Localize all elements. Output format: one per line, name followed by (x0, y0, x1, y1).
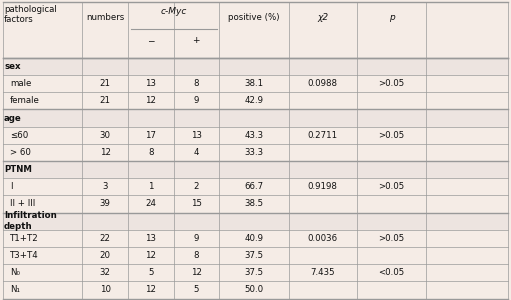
Text: >0.05: >0.05 (379, 182, 405, 191)
Text: PTNM: PTNM (4, 165, 32, 174)
Text: 37.5: 37.5 (244, 251, 264, 260)
Text: 39: 39 (100, 200, 111, 208)
Bar (3, 144, 508, 161)
Text: 15: 15 (191, 200, 202, 208)
Text: <0.05: <0.05 (379, 268, 405, 277)
Bar (3, 264, 508, 281)
Text: 0.9198: 0.9198 (308, 182, 338, 191)
Text: 1: 1 (148, 182, 153, 191)
Bar (3, 58, 508, 75)
Text: 17: 17 (145, 131, 156, 140)
Text: 66.7: 66.7 (244, 182, 264, 191)
Text: N₀: N₀ (10, 268, 20, 277)
Text: 21: 21 (100, 96, 111, 105)
Text: 13: 13 (145, 234, 156, 243)
Text: T3+T4: T3+T4 (10, 251, 39, 260)
Text: 30: 30 (100, 131, 111, 140)
Bar (3, 247, 508, 264)
Text: 32: 32 (100, 268, 111, 277)
Text: 9: 9 (194, 96, 199, 105)
Bar (3, 178, 508, 195)
Text: >0.05: >0.05 (379, 234, 405, 243)
Text: 24: 24 (145, 200, 156, 208)
Text: >0.05: >0.05 (379, 131, 405, 140)
Bar (3, 161, 508, 178)
Text: 5: 5 (194, 285, 199, 294)
Text: 50.0: 50.0 (244, 285, 264, 294)
Text: 4: 4 (194, 148, 199, 157)
Text: > 60: > 60 (10, 148, 31, 157)
Text: −: − (147, 36, 154, 45)
Text: 12: 12 (145, 96, 156, 105)
Bar (3, 195, 508, 213)
Text: 12: 12 (191, 268, 202, 277)
Text: 20: 20 (100, 251, 111, 260)
Text: 2: 2 (194, 182, 199, 191)
Text: 37.5: 37.5 (244, 268, 264, 277)
Text: 12: 12 (145, 285, 156, 294)
Text: age: age (4, 114, 22, 123)
Text: sex: sex (4, 62, 21, 71)
Bar (3, 75, 508, 92)
Text: χ2: χ2 (317, 14, 329, 22)
Text: 22: 22 (100, 234, 111, 243)
Text: 42.9: 42.9 (244, 96, 264, 105)
Text: 12: 12 (100, 148, 111, 157)
Text: 38.5: 38.5 (244, 200, 264, 208)
Text: c-Myc: c-Myc (160, 8, 187, 16)
Text: 0.0036: 0.0036 (308, 234, 338, 243)
Text: 3: 3 (103, 182, 108, 191)
Text: female: female (10, 96, 40, 105)
Text: pathological
factors: pathological factors (4, 4, 57, 24)
Text: 5: 5 (148, 268, 153, 277)
Text: 21: 21 (100, 79, 111, 88)
Text: Infiltration
depth: Infiltration depth (4, 211, 57, 231)
Text: 33.3: 33.3 (244, 148, 264, 157)
Text: numbers: numbers (86, 14, 124, 22)
Text: 8: 8 (194, 251, 199, 260)
Text: positive (%): positive (%) (228, 14, 280, 22)
Bar (3, 2, 508, 58)
Text: 43.3: 43.3 (244, 131, 264, 140)
Bar (3, 92, 508, 110)
Text: >0.05: >0.05 (379, 79, 405, 88)
Text: 12: 12 (145, 251, 156, 260)
Text: p: p (389, 14, 394, 22)
Text: 13: 13 (145, 79, 156, 88)
Text: 7.435: 7.435 (311, 268, 335, 277)
Bar (3, 230, 508, 247)
Bar (3, 110, 508, 127)
Text: 8: 8 (148, 148, 153, 157)
Text: +: + (193, 36, 200, 45)
Text: male: male (10, 79, 32, 88)
Text: 13: 13 (191, 131, 202, 140)
Text: II + III: II + III (10, 200, 35, 208)
Text: 40.9: 40.9 (244, 234, 264, 243)
Bar (3, 127, 508, 144)
Text: T1+T2: T1+T2 (10, 234, 39, 243)
Bar (3, 213, 508, 230)
Text: 0.0988: 0.0988 (308, 79, 338, 88)
Text: 10: 10 (100, 285, 111, 294)
Text: N₁: N₁ (10, 285, 20, 294)
Text: I: I (10, 182, 13, 191)
Text: ≤60: ≤60 (10, 131, 29, 140)
Text: 9: 9 (194, 234, 199, 243)
Bar (3, 281, 508, 298)
Text: 38.1: 38.1 (244, 79, 264, 88)
Text: 8: 8 (194, 79, 199, 88)
Text: 0.2711: 0.2711 (308, 131, 338, 140)
